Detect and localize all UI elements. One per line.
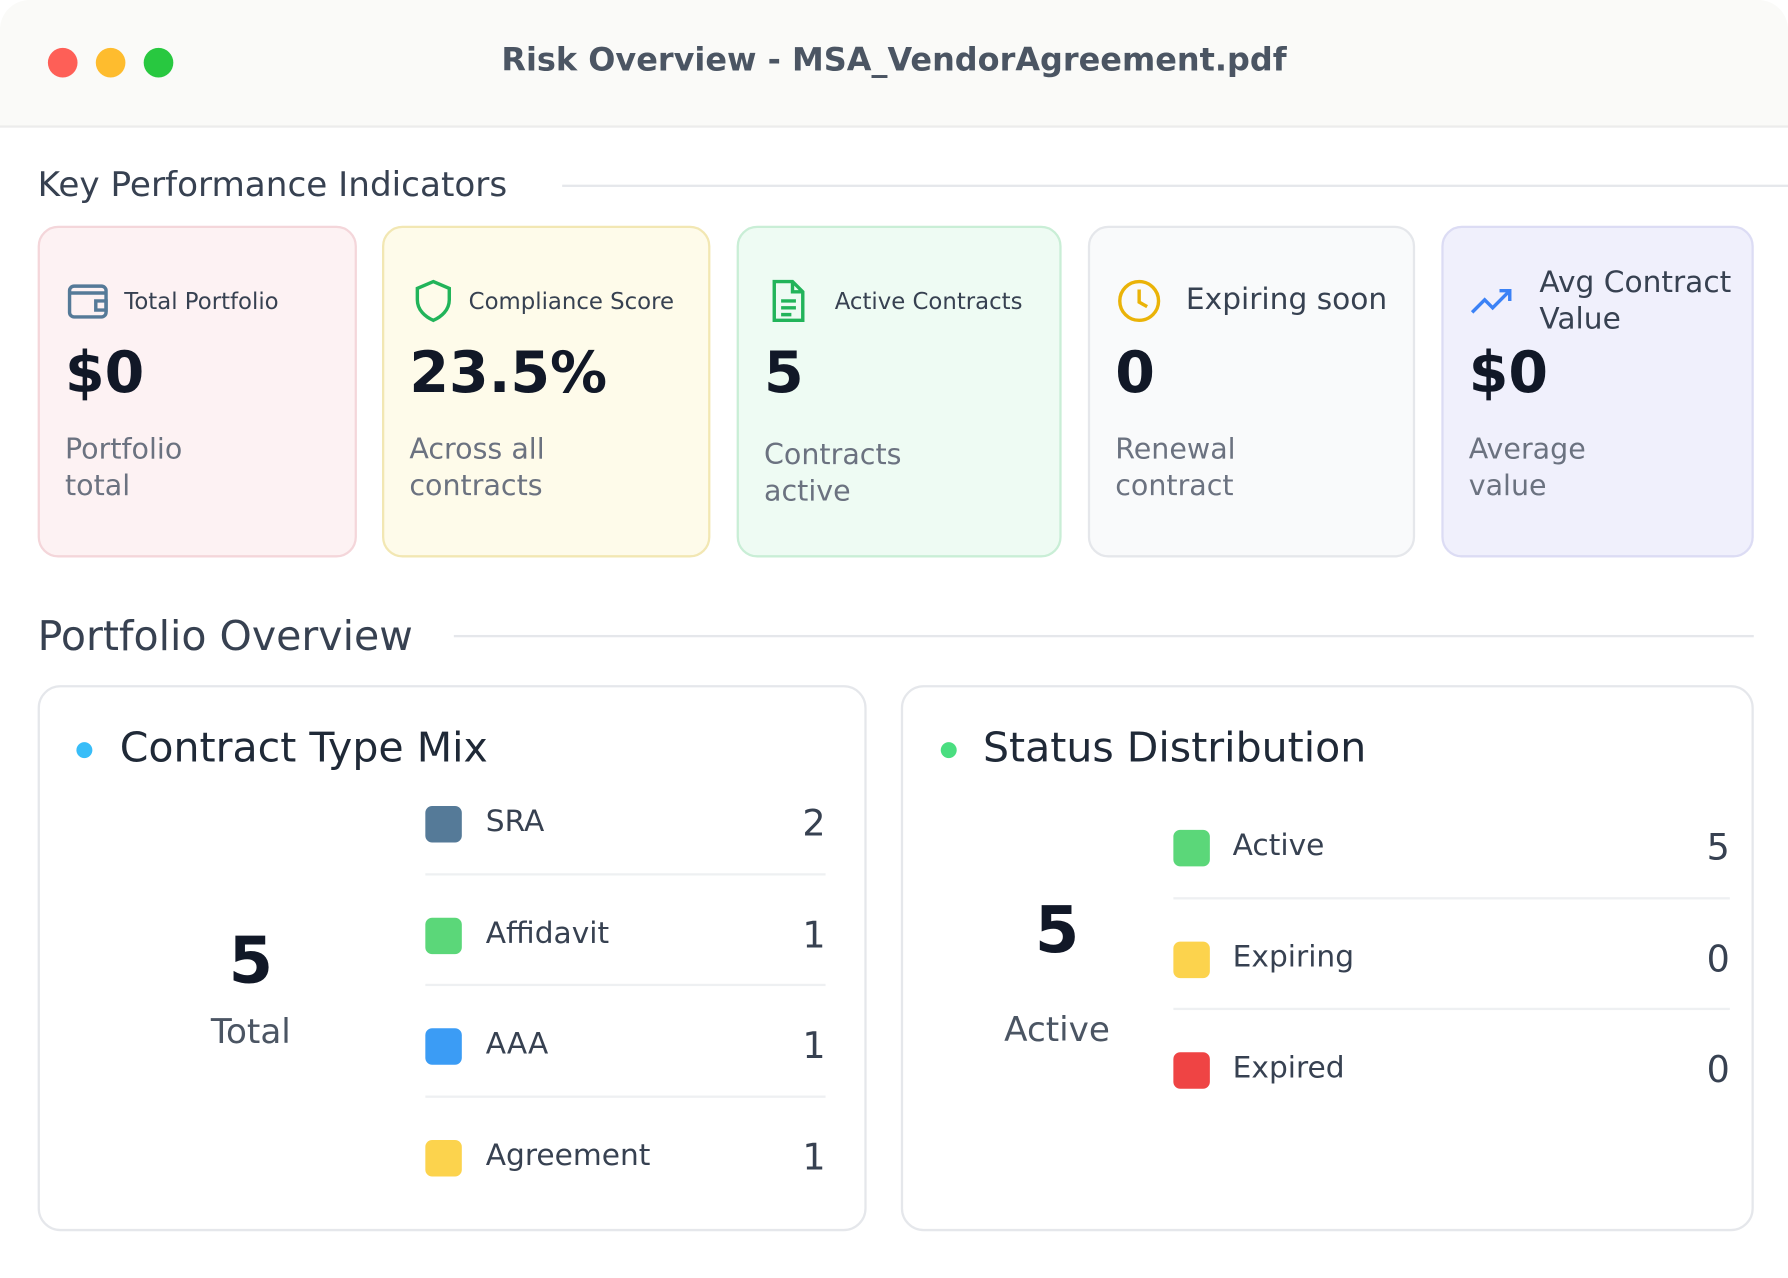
divider (453, 634, 1754, 638)
legend-value: 2 (802, 801, 826, 845)
legend-value: 1 (802, 912, 826, 956)
panel-title: Status Distribution (982, 725, 1367, 772)
kpi-value: 5 (764, 339, 804, 406)
kpi-value: $0 (64, 339, 145, 406)
section-heading: Key Performance Indicators (37, 165, 508, 206)
kpi-value: $0 (1468, 339, 1549, 406)
window-title: Risk Overview - MSA_VendorAgreement.pdf (501, 41, 1287, 79)
legend-label: Expiring (1232, 939, 1355, 975)
kpi-caption: Across all contracts (409, 432, 545, 502)
kpi-card: Total Portfolio $0 Portfolio total (37, 225, 357, 558)
legend-label: AAA (485, 1027, 549, 1062)
legend-swatch (425, 805, 462, 843)
kpi-label: Compliance Score (468, 287, 675, 315)
panel: Contract Type Mix 5 Total SRA 2 Affidavit 1… (37, 685, 867, 1232)
section-heading: Portfolio Overview (37, 613, 413, 661)
kpi-card: Compliance Score 23.5% Across all contra… (382, 225, 711, 558)
row-divider (425, 1095, 826, 1098)
kpi-label: Active Contracts (834, 287, 1023, 315)
panel-dot (940, 742, 957, 759)
title-bar: Risk Overview - MSA_VendorAgreement.pdf (0, 0, 1788, 128)
legend-label: Active (1232, 828, 1325, 863)
zoom-button[interactable] (143, 47, 174, 78)
kpi-label: Avg Contract Value (1539, 265, 1732, 337)
legend-value: 0 (1706, 936, 1730, 980)
center-label: Active (1004, 1010, 1110, 1050)
legend-label: SRA (485, 804, 545, 840)
kpi-label: Total Portfolio (124, 287, 279, 315)
legend-label: Expired (1232, 1051, 1345, 1086)
kpi-caption: Renewal contract (1115, 432, 1236, 502)
legend-label: Agreement (485, 1138, 651, 1173)
legend-swatch (1173, 941, 1210, 978)
divider (562, 184, 1788, 187)
legend-label: Affidavit (485, 915, 610, 951)
kpi-caption: Contracts active (764, 437, 902, 508)
kpi-card: Expiring soon 0 Renewal contract (1087, 225, 1416, 558)
legend-swatch (1173, 829, 1210, 867)
kpi-value: 23.5% (409, 339, 608, 406)
legend-value: 0 (1706, 1047, 1730, 1091)
kpi-caption: Average value (1468, 432, 1586, 502)
kpi-card: Active Contracts 5 Contracts active (736, 225, 1062, 558)
panel: Status Distribution 5 Active Active 5 Expi… (900, 685, 1754, 1232)
legend-swatch (425, 917, 462, 954)
panel-title: Contract Type Mix (119, 725, 488, 772)
center-label: Total (210, 1012, 291, 1053)
legend-value: 1 (802, 1023, 826, 1068)
center-value: 5 (1034, 893, 1080, 968)
legend-value: 1 (802, 1134, 826, 1179)
center-value: 5 (228, 924, 274, 999)
kpi-caption: Portfolio total (64, 432, 183, 502)
panel-dot (76, 742, 93, 759)
legend-swatch (1173, 1052, 1210, 1089)
wallet-icon (67, 284, 108, 319)
close-button[interactable] (47, 47, 78, 78)
shield-icon (415, 279, 451, 323)
minimize-button[interactable] (95, 47, 126, 78)
row-divider (425, 872, 826, 876)
row-divider (1173, 896, 1730, 900)
kpi-value: 0 (1115, 339, 1155, 406)
trend-icon (1470, 288, 1512, 314)
legend-swatch (425, 1028, 462, 1065)
kpi-label: Expiring soon (1185, 282, 1388, 317)
row-divider (425, 984, 826, 987)
legend-value: 5 (1706, 825, 1730, 869)
clock-icon (1118, 279, 1161, 323)
row-divider (1173, 1008, 1730, 1011)
legend-swatch (425, 1139, 462, 1176)
kpi-card: Avg Contract Value $0 Average value (1441, 225, 1754, 558)
document-icon (772, 279, 805, 323)
